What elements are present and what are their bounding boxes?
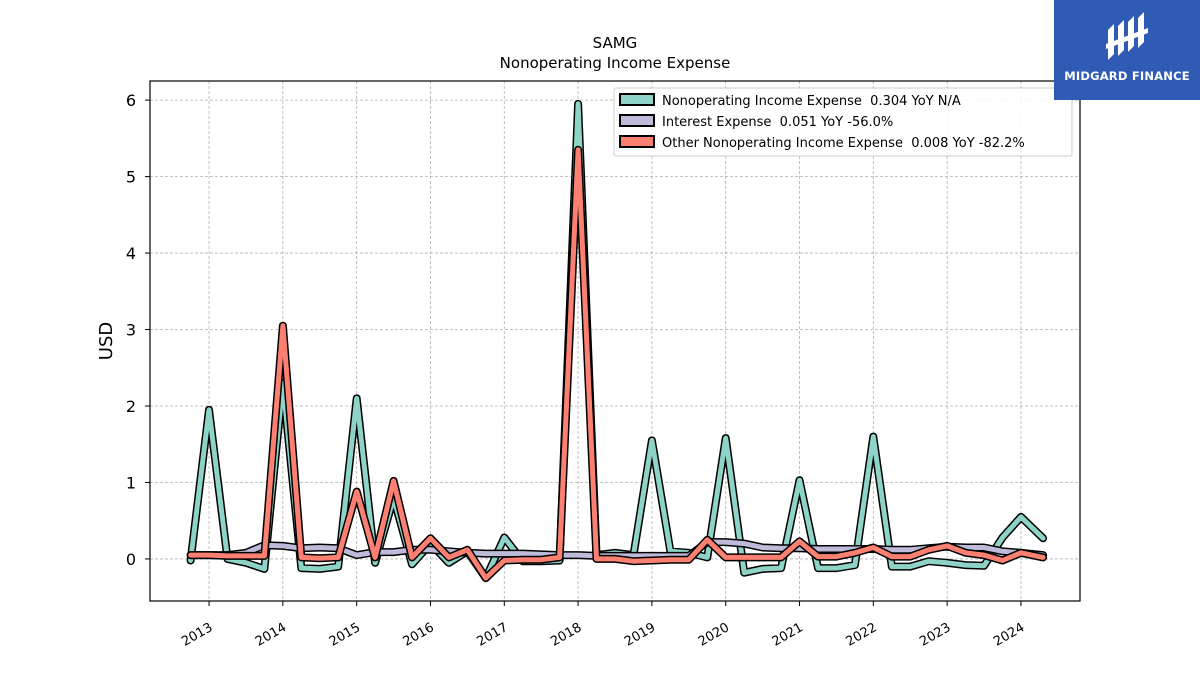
y-tick-label: 0 <box>126 550 136 569</box>
series-lines <box>186 99 1048 583</box>
x-tick-label: 2013 <box>179 620 215 650</box>
y-tick-label: 4 <box>126 244 136 263</box>
x-tick-label: 2023 <box>917 620 953 650</box>
y-tick-label: 3 <box>126 321 136 340</box>
x-tick-label: 2016 <box>401 620 437 650</box>
x-tick-label: 2017 <box>474 620 510 650</box>
x-tick-label: 2014 <box>253 620 289 650</box>
legend-swatch-2 <box>619 114 655 127</box>
grid <box>150 81 1080 601</box>
midgard-logo-icon <box>1106 12 1148 60</box>
legend-swatch-1 <box>619 93 655 106</box>
legend-label-1: Nonoperating Income Expense 0.304 YoY N/… <box>662 94 961 109</box>
x-tick-label: 2021 <box>770 620 806 650</box>
y-tick-label: 1 <box>126 473 136 492</box>
legend-label-3: Other Nonoperating Income Expense 0.008 … <box>662 136 1025 151</box>
y-tick-label: 6 <box>126 91 136 110</box>
legend-box <box>613 87 1073 157</box>
series-line-3 <box>188 147 1046 581</box>
chart-title: SAMG <box>593 34 638 52</box>
x-tick-label: 2020 <box>696 620 732 650</box>
y-tick-label: 5 <box>126 168 136 187</box>
x-tick-label: 2019 <box>622 620 658 650</box>
chart-subtitle: Nonoperating Income Expense <box>500 54 731 72</box>
y-axis-label: USD <box>96 322 117 360</box>
legend-label-2: Interest Expense 0.051 YoY -56.0% <box>662 115 893 130</box>
x-tick-label: 2022 <box>844 620 880 650</box>
x-tick-label: 2024 <box>991 620 1027 650</box>
brand-logo: MIDGARD FINANCE <box>1054 0 1200 100</box>
series-line-1 <box>188 101 1046 581</box>
y-tick-label: 2 <box>126 397 136 416</box>
legend-swatch-3 <box>619 135 655 148</box>
series-outline-3 <box>186 145 1048 583</box>
brand-name: MIDGARD FINANCE <box>1064 69 1190 83</box>
x-tick-label: 2018 <box>548 620 584 650</box>
series-outline-1 <box>186 99 1048 583</box>
plot-frame <box>149 80 1081 602</box>
x-tick-label: 2015 <box>327 620 363 650</box>
legend: Nonoperating Income Expense 0.304 YoY N/… <box>613 87 1073 157</box>
